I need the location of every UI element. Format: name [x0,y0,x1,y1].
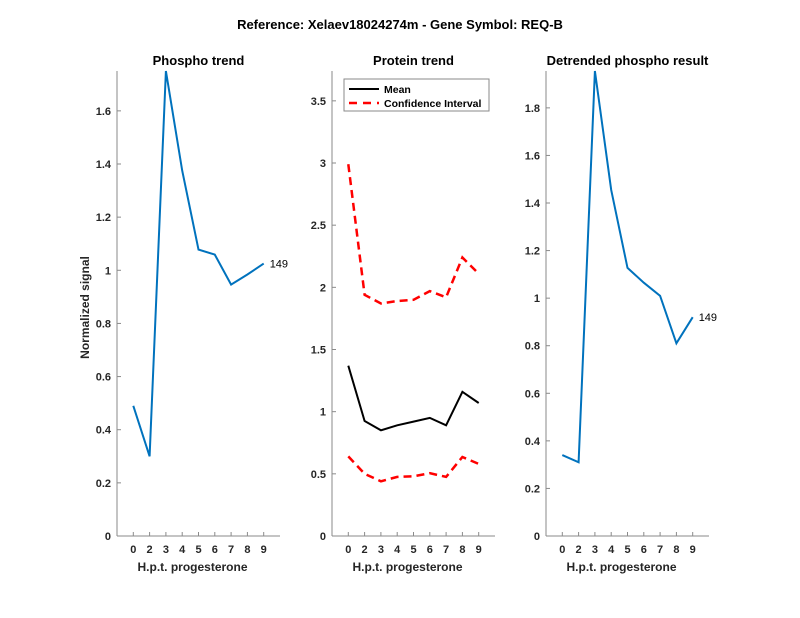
y-tick-label: 0 [105,531,111,543]
legend-box [343,78,490,112]
y-tick-label: 1.4 [525,198,541,210]
x-tick-label: 4 [608,544,615,556]
legend-label: Mean [384,84,411,96]
y-tick-label: 1 [320,407,326,419]
x-tick-label: 7 [228,544,234,556]
y-tick-label: 1.6 [96,106,111,118]
x-tick-label: 2 [147,544,153,556]
series-line-mean [347,365,480,432]
panel-title: Protein trend [373,53,454,68]
x-axis-label: H.p.t. progesterone [352,560,462,574]
y-tick-label: 0 [534,531,540,543]
x-tick-label: 6 [212,544,218,556]
series-line-confidence-interval-lower- [347,455,480,483]
y-tick-label: 3 [320,158,326,170]
x-axis-label: H.p.t. progesterone [137,560,247,574]
y-tick-label: 0.5 [311,469,326,481]
series-line-confidence-interval-upper- [347,164,480,305]
y-tick-label: 0.8 [96,318,111,330]
y-tick-label: 1.5 [311,345,326,357]
y-tick-label: 0.2 [525,483,540,495]
x-tick-label: 8 [244,544,250,556]
x-tick-label: 7 [657,544,663,556]
x-tick-label: 0 [130,544,136,556]
x-tick-label: 2 [362,544,368,556]
x-tick-label: 9 [261,544,267,556]
series-line-detrended-phospho [561,70,694,464]
y-tick-label: 1.2 [525,246,540,258]
y-tick-label: 1.8 [525,103,540,115]
y-tick-label: 0.4 [96,425,112,437]
y-tick-label: 1 [534,293,540,305]
x-tick-label: 6 [641,544,647,556]
y-tick-label: 0.8 [525,341,540,353]
y-tick-label: 2.5 [311,220,326,232]
y-tick-label: 0.6 [525,388,540,400]
x-tick-label: 5 [195,544,201,556]
x-tick-label: 9 [690,544,696,556]
y-tick-label: 0.6 [96,372,111,384]
x-tick-label: 2 [576,544,582,556]
x-tick-label: 0 [345,544,351,556]
x-tick-label: 0 [559,544,565,556]
line-annotation: 149 [699,312,717,324]
legend-label: Confidence Interval [384,98,482,110]
x-tick-label: 8 [673,544,679,556]
series-line-phospho [132,70,265,457]
x-tick-label: 8 [459,544,465,556]
x-tick-label: 3 [163,544,169,556]
y-tick-label: 1.4 [96,159,112,171]
y-axis-label: Normalized signal [78,256,92,359]
y-tick-label: 1.6 [525,150,540,162]
x-tick-label: 4 [179,544,186,556]
line-annotation: 149 [270,259,288,271]
y-tick-label: 3.5 [311,96,326,108]
y-tick-label: 0.2 [96,478,111,490]
y-tick-label: 2 [320,282,326,294]
x-tick-label: 6 [427,544,433,556]
y-tick-label: 1 [105,265,111,277]
panel-3: Detrended phospho result 0 0.2 0.4 0.6 0.8 1 1.… [525,53,717,574]
x-tick-label: 7 [443,544,449,556]
x-tick-label: 5 [410,544,416,556]
x-tick-label: 3 [378,544,384,556]
x-tick-label: 3 [592,544,598,556]
x-tick-label: 9 [476,544,482,556]
legend: Mean Confidence Interval [343,78,490,112]
panel-title: Detrended phospho result [547,53,709,68]
figure-title: Reference: Xelaev18024274m - Gene Symbol… [237,17,563,32]
y-tick-label: 1.2 [96,212,111,224]
x-axis-label: H.p.t. progesterone [566,560,676,574]
x-tick-label: 5 [624,544,630,556]
panel-title: Phospho trend [153,53,245,68]
x-tick-label: 4 [394,544,401,556]
y-tick-label: 0.4 [525,436,541,448]
y-tick-label: 0 [320,531,326,543]
